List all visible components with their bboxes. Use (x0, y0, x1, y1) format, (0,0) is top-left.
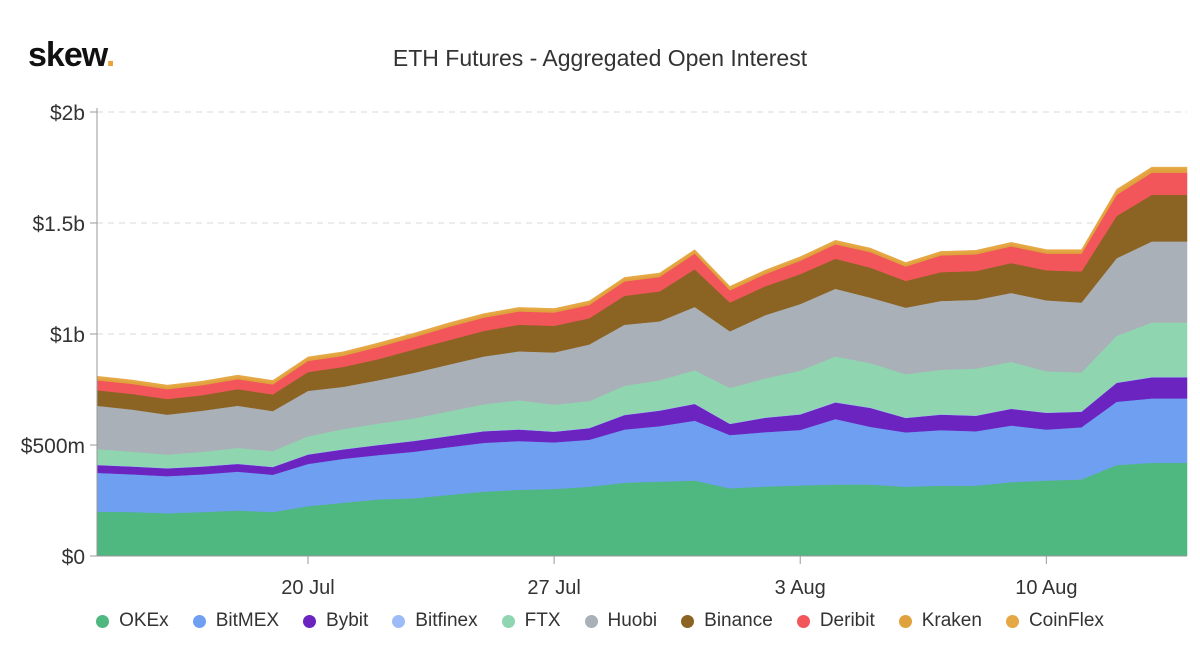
legend-label: Bitfinex (415, 610, 478, 631)
y-tick-label: $2b (50, 102, 85, 125)
legend-label: Binance (704, 610, 773, 631)
brand-dot: . (105, 36, 116, 74)
legend-label: OKEx (119, 610, 169, 631)
legend-item-bybit[interactable]: Bybit (303, 610, 368, 632)
series-areas (96, 166, 1188, 557)
axes: $0 $500m $1b $1.5b $2b 20 Jul 27 Jul 3 Aug 10 Au… (21, 102, 1187, 599)
series-area-coinflex (96, 166, 1188, 388)
legend-item-kraken[interactable]: Kraken (898, 610, 982, 632)
y-tick-label: $500m (21, 435, 85, 458)
legend-swatch (681, 614, 695, 628)
legend-item-deribit[interactable]: Deribit (796, 610, 875, 632)
y-tick-label: $1.5b (32, 213, 85, 236)
y-tick-label: $0 (62, 546, 85, 569)
legend-label: Deribit (819, 610, 875, 631)
legend-item-okex[interactable]: OKEx (96, 610, 169, 632)
legend-swatch (898, 614, 912, 628)
legend-label: Huobi (607, 610, 658, 631)
legend-swatch (303, 614, 317, 628)
chart-title: ETH Futures - Aggregated Open Interest (392, 45, 808, 71)
legend-swatch (1005, 614, 1019, 628)
legend-item-huobi[interactable]: Huobi (584, 610, 658, 632)
legend-item-coinflex[interactable]: CoinFlex (1005, 610, 1104, 632)
legend-item-binance[interactable]: Binance (681, 610, 773, 632)
legend-label: Kraken (921, 610, 982, 631)
x-tick-label: 20 Jul (281, 577, 334, 599)
legend-label: Bybit (326, 610, 369, 631)
legend-swatch (192, 614, 206, 628)
x-tick-label: 3 Aug (775, 577, 826, 599)
legend-label: BitMEX (215, 610, 280, 631)
legend: OKEx BitMEX Bybit Bitfinex FTX Huobi Binance De… (0, 610, 1200, 632)
legend-swatch (392, 614, 406, 628)
legend-label: CoinFlex (1028, 610, 1104, 631)
x-tick-label: 10 Aug (1015, 577, 1077, 599)
x-tick-label: 27 Jul (527, 577, 580, 599)
legend-swatch (796, 614, 810, 628)
legend-item-ftx[interactable]: FTX (501, 610, 561, 632)
brand-logo: skew. (28, 36, 116, 75)
legend-item-bitmex[interactable]: BitMEX (192, 610, 280, 632)
legend-swatch (584, 614, 598, 628)
legend-item-bitfinex[interactable]: Bitfinex (392, 610, 478, 632)
legend-label: FTX (524, 610, 561, 631)
brand-name: skew (28, 36, 107, 74)
chart-area: $0 $500m $1b $1.5b $2b 20 Jul 27 Jul 3 Aug 10 Au… (21, 102, 1188, 599)
legend-swatch (501, 614, 515, 628)
legend-swatch (96, 614, 110, 628)
y-tick-label: $1b (50, 324, 85, 347)
